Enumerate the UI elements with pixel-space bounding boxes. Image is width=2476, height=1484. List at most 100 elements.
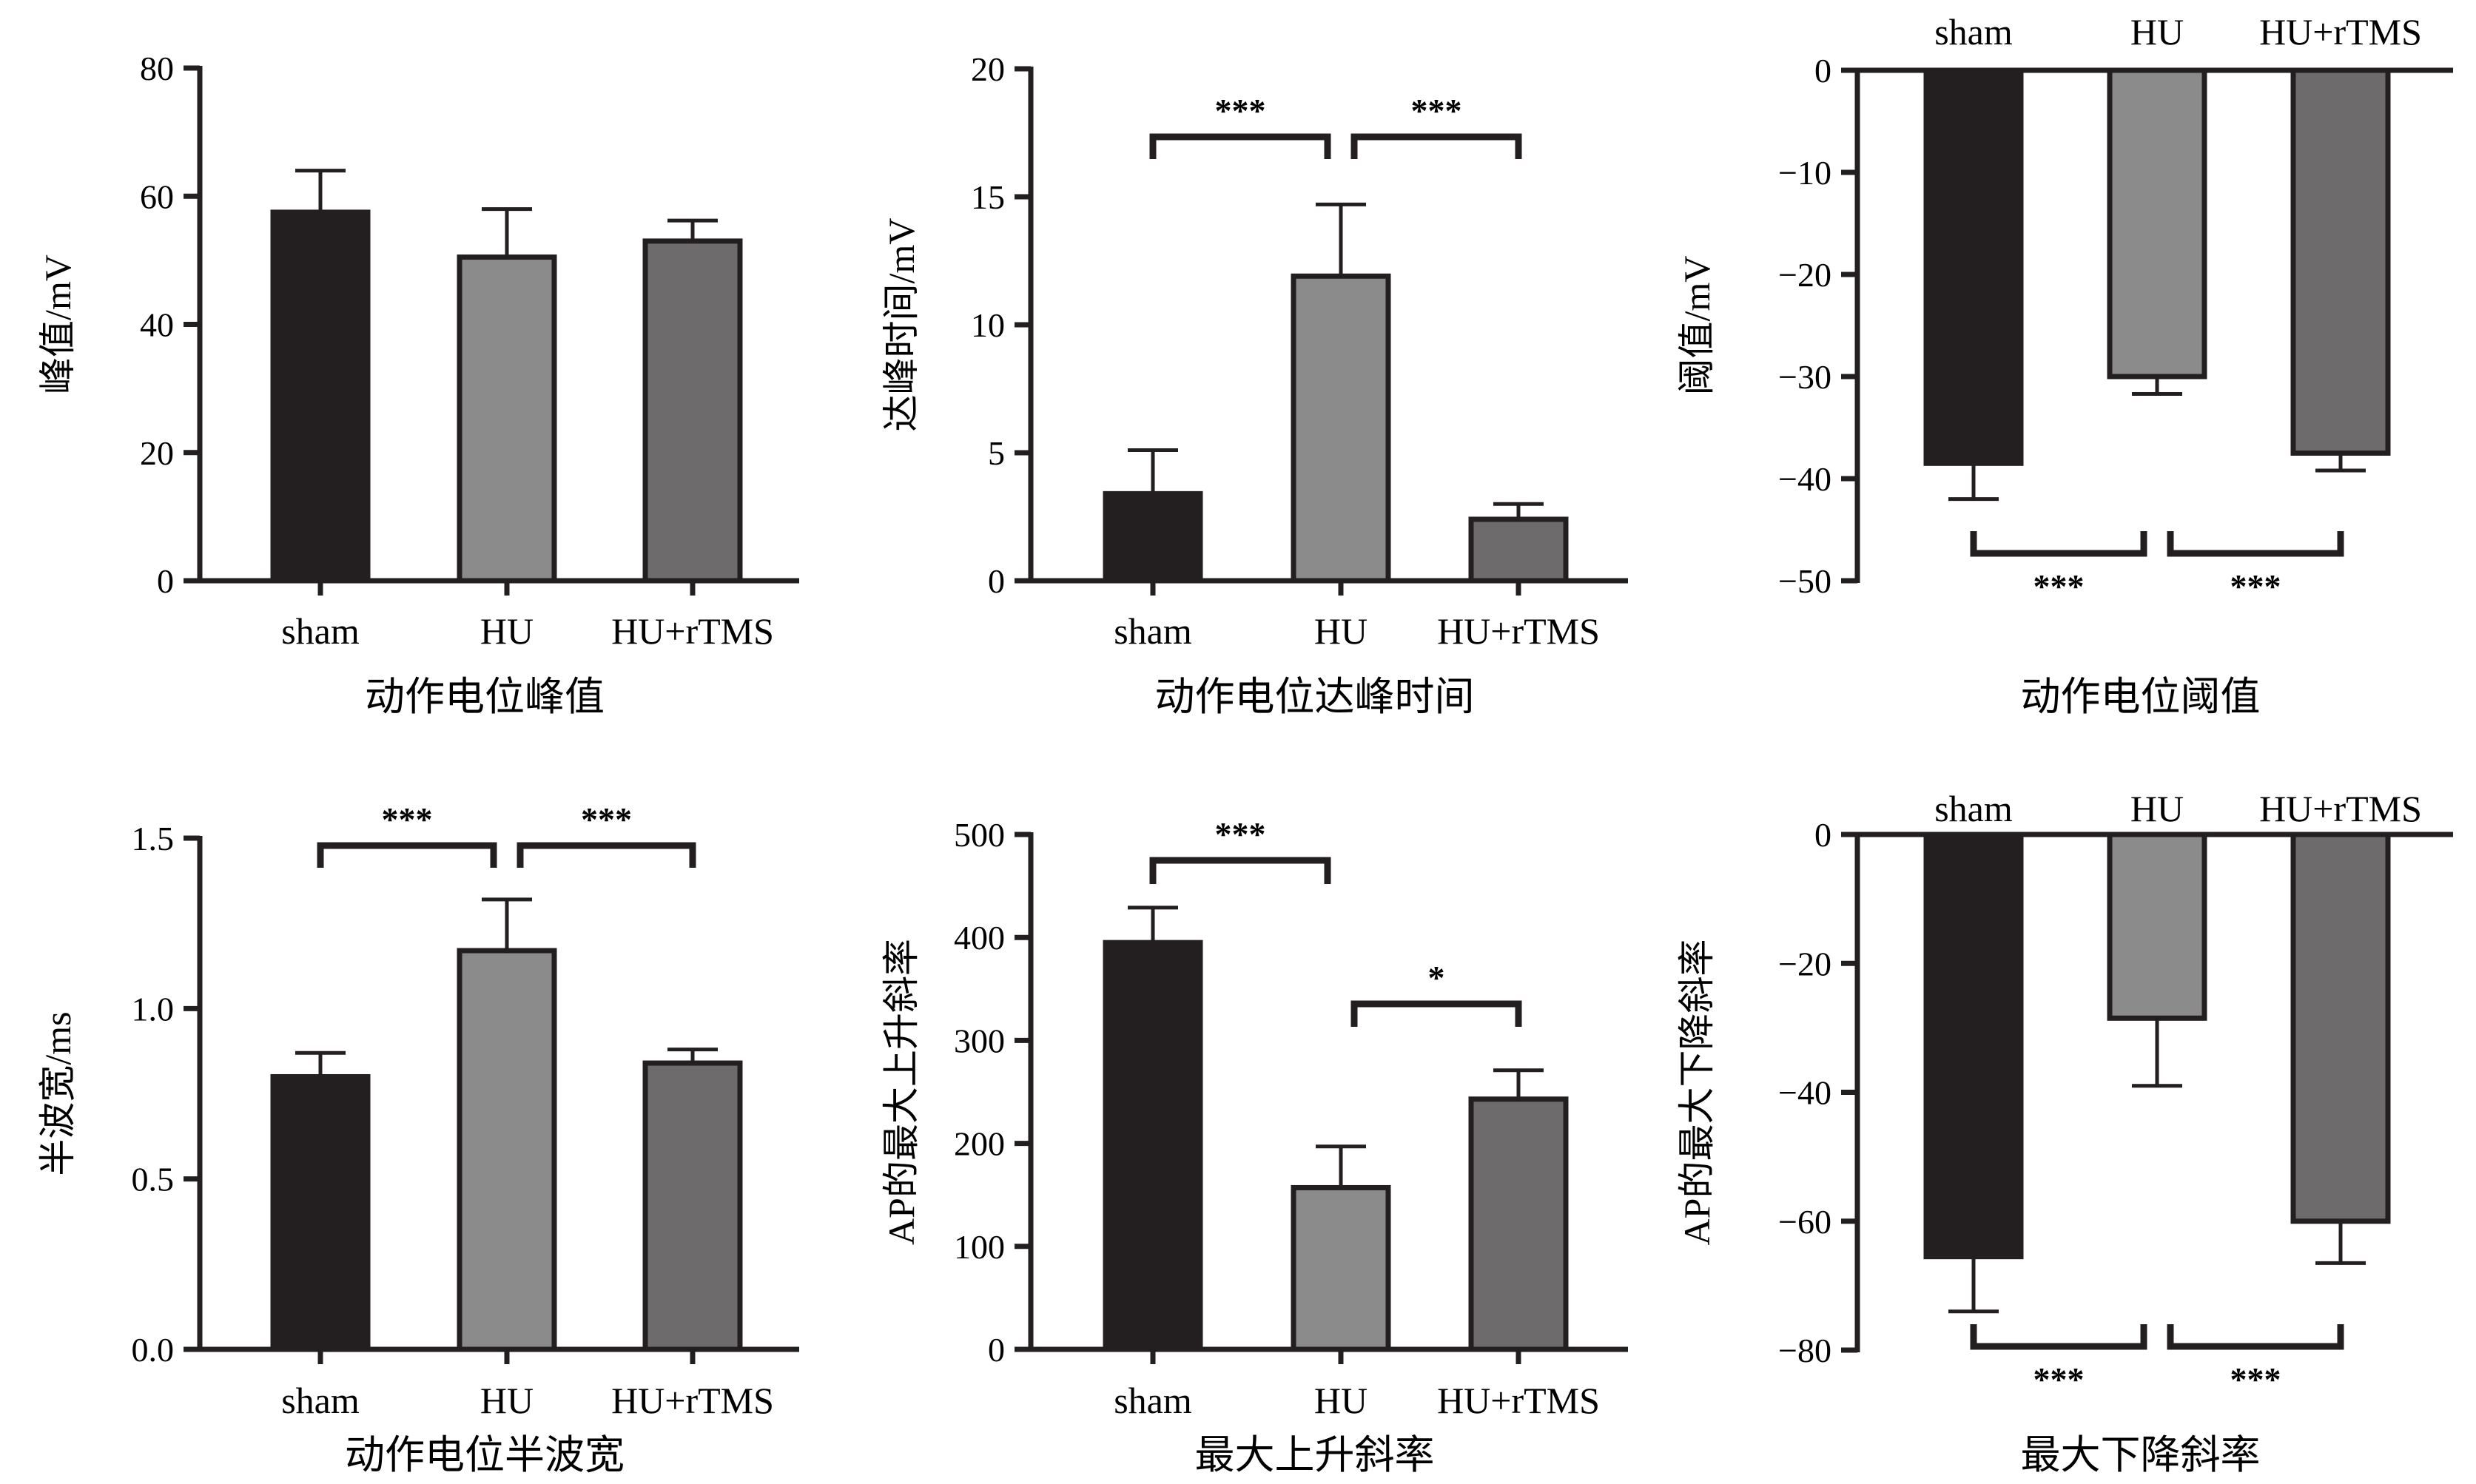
bar-HU+rTMS [2290,832,2391,1224]
chart-caption: 动作电位半波宽 [345,1433,625,1477]
y-axis-label: AP的最大上升斜率 [881,939,922,1245]
y-tick-label: 0 [1814,52,1831,90]
bar-HU [457,948,557,1352]
bar-sham [270,1073,371,1352]
chart-panel-3: 0 −10 −20 −30 −40 −50 sham HU HU+rTMS 阈值/mV 动作电位阈值… [1676,11,2453,719]
y-tick-label: −40 [1778,1074,1831,1112]
category-label: HU [1314,1380,1367,1421]
chart-panel-5: 0 100 200 300 400 500 sham HU HU+rTMS AP的最大上升斜率最大… [881,815,1628,1477]
chart-caption: 动作电位达峰时间 [1155,675,1475,719]
category-label: sham [281,610,360,652]
category-label: sham [281,1380,360,1421]
bar-HU [1291,1184,1391,1352]
significance-bracket [1970,1324,2147,1350]
chart-caption: 最大下降斜率 [2021,1433,2261,1477]
y-tick-label: 5 [988,434,1005,472]
significance-label: *** [2033,1360,2085,1398]
y-tick-label: 100 [954,1228,1005,1266]
category-label: HU [480,610,534,652]
y-tick-label: 15 [971,178,1005,216]
y-tick-label: 0 [988,1331,1005,1369]
y-tick-label: 60 [140,178,174,215]
y-tick-label: −20 [1778,256,1831,294]
bar-HU [457,254,557,584]
y-axis-label: 半波宽/ms [37,1011,78,1176]
chart-panel-1: 0 20 40 60 80 sham HU HU+rTMS 峰值/mV 动作电位峰值 [37,50,799,719]
significance-bracket [317,842,497,868]
category-label: HU+rTMS [1437,610,1600,652]
y-tick-label: −20 [1778,945,1831,982]
significance-label: *** [2230,567,2281,605]
y-tick-label: 20 [140,434,174,472]
y-tick-label: 20 [971,50,1005,88]
y-axis-label: 峰值/mV [37,254,78,394]
chart-caption: 动作电位阈值 [2021,675,2261,719]
chart-panel-6: 0 −20 −40 −60 −80 sham HU HU+rTMS AP的最大下降斜率最大下降斜… [1676,788,2453,1477]
significance-label: *** [1215,815,1266,853]
significance-bracket [2167,531,2344,557]
significance-bracket [1350,1000,1522,1027]
category-label: sham [1114,1380,1192,1421]
category-label: HU+rTMS [611,1380,774,1421]
y-tick-label: −80 [1778,1332,1831,1369]
y-tick-label: 200 [954,1125,1005,1163]
y-tick-label: 400 [954,919,1005,957]
y-tick-label: 0 [1814,816,1831,854]
category-label: sham [1934,11,2013,53]
significance-bracket [2167,1324,2344,1350]
y-tick-label: 0 [157,562,174,600]
category-label: HU+rTMS [2259,11,2422,53]
bar-HU [1291,273,1391,584]
category-label: sham [1114,610,1192,652]
bar-HU [2107,67,2207,380]
y-tick-label: 500 [954,816,1005,854]
chart-caption: 动作电位峰值 [365,675,605,719]
bar-HU [2107,832,2207,1021]
y-tick-label: 0.0 [132,1331,175,1369]
y-tick-label: −50 [1778,562,1831,600]
category-label: HU+rTMS [611,610,774,652]
category-label: HU+rTMS [1437,1380,1600,1421]
significance-bracket [1350,133,1522,159]
y-tick-label: 80 [140,50,174,87]
bar-sham [1923,67,2024,466]
y-tick-label: −30 [1778,358,1831,396]
significance-label: *** [1411,92,1462,129]
y-tick-label: 0.5 [132,1161,175,1198]
category-label: sham [1934,788,2013,829]
significance-label: *** [1215,92,1266,129]
bar-sham [270,209,371,584]
significance-label: *** [2033,567,2085,605]
y-tick-label: 0 [988,562,1005,600]
significance-label: *** [382,800,433,838]
y-tick-label: 300 [954,1022,1005,1059]
significance-bracket [1149,133,1331,159]
category-label: HU [1314,610,1367,652]
bar-HU+rTMS [642,1060,743,1352]
bar-sham [1923,832,2024,1260]
bar-HU+rTMS [2290,67,2391,456]
significance-label: *** [581,800,632,838]
y-tick-label: −60 [1778,1203,1831,1241]
category-label: HU [2130,11,2184,53]
bar-sham [1103,490,1203,584]
significance-bracket [1970,531,2147,557]
bar-sham [1103,940,1203,1352]
significance-label: *** [2230,1360,2281,1398]
y-tick-label: −10 [1778,154,1831,192]
y-tick-label: 1.5 [132,820,175,857]
y-tick-label: 1.0 [132,990,175,1028]
category-label: HU [2130,788,2184,829]
y-tick-label: −40 [1778,460,1831,498]
y-axis-label: 阈值/mV [1676,256,1718,396]
chart-panel-2: 0 5 10 15 20 sham HU HU+rTMS 达峰时间/mV 动作电位达峰时间 *** *… [881,50,1628,719]
category-label: HU+rTMS [2259,788,2422,829]
significance-bracket [1149,857,1331,884]
bar-HU+rTMS [642,238,743,584]
chart-panel-4: 0.0 0.5 1.0 1.5 sham HU HU+rTMS 半波宽/ms 动作电位半波宽 **… [37,800,799,1477]
y-tick-label: 40 [140,306,174,344]
y-axis-label: AP的最大下降斜率 [1676,940,1718,1246]
chart-caption: 最大上升斜率 [1195,1433,1435,1477]
bar-HU+rTMS [1468,1096,1569,1352]
